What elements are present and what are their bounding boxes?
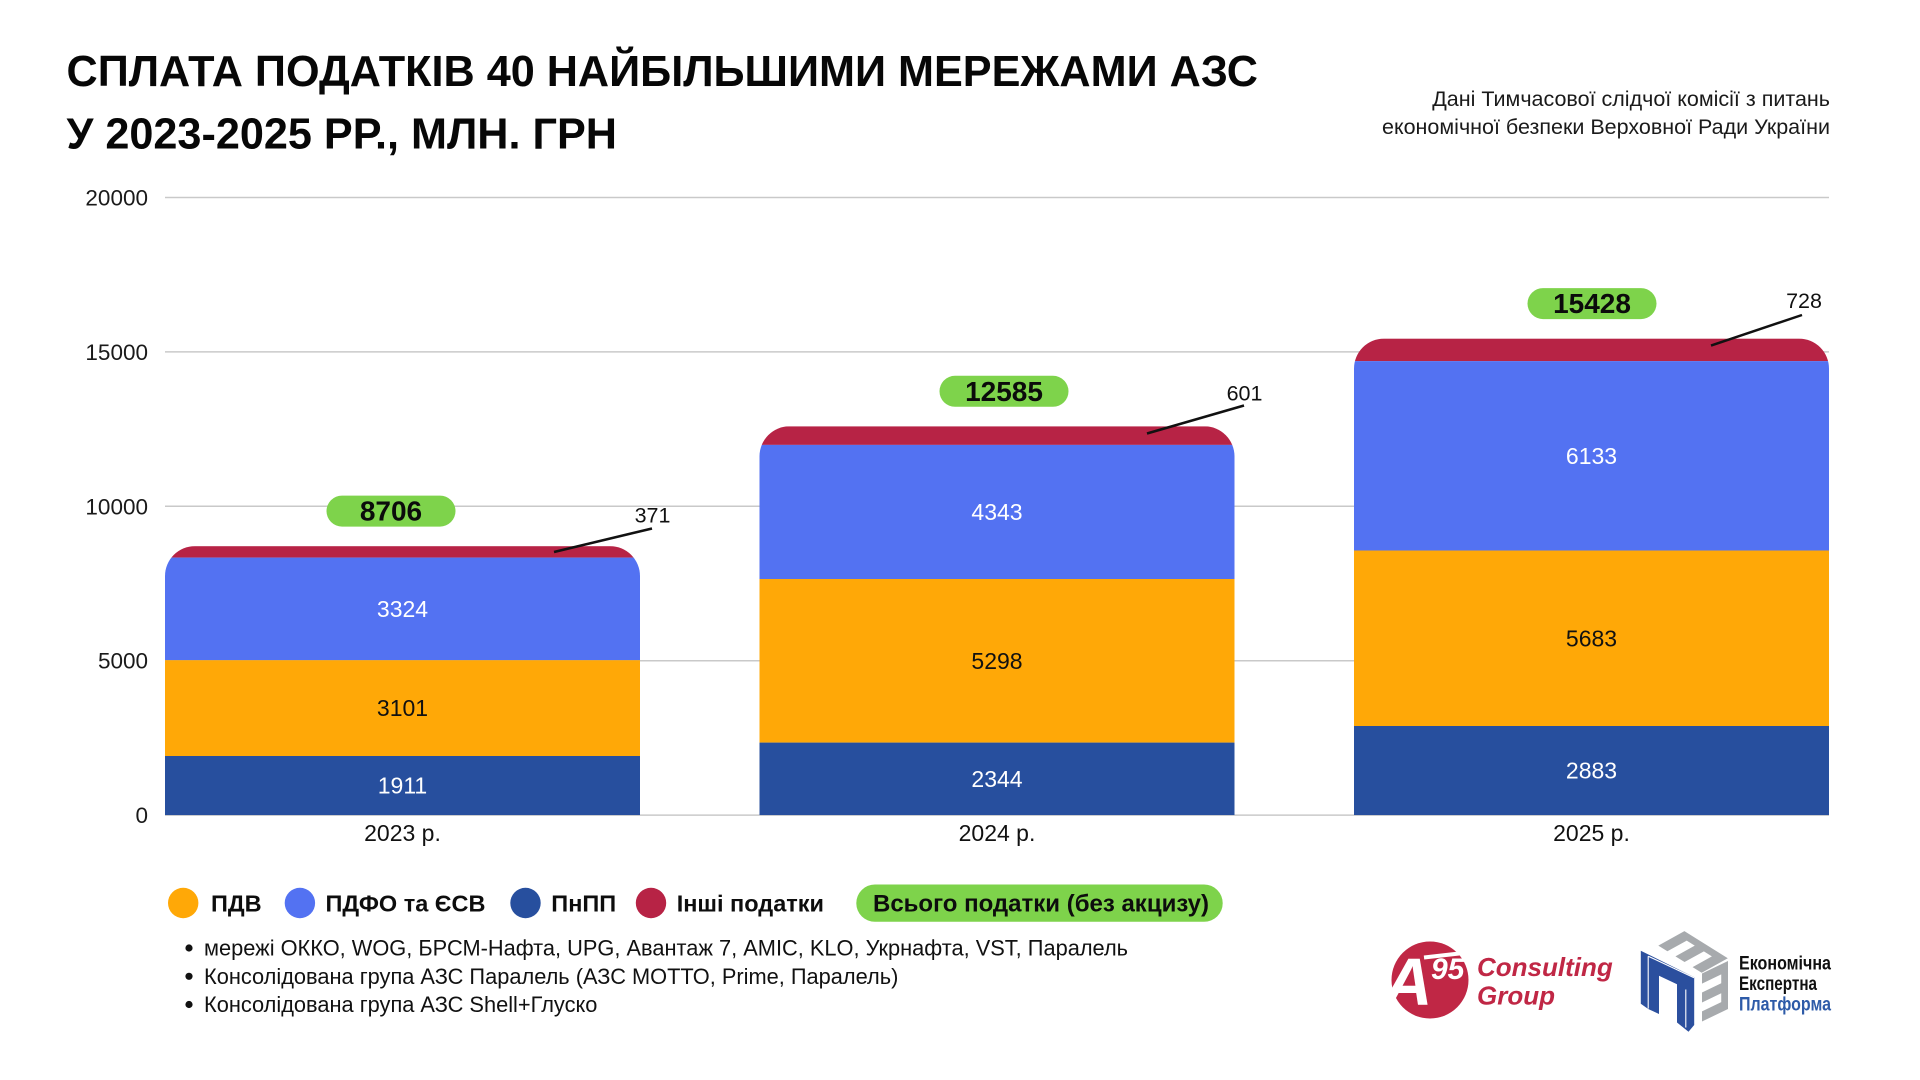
svg-text:Консолідована група АЗС Парале: Консолідована група АЗС Паралель (АЗС МО… [204,964,898,989]
svg-text:0: 0 [135,803,148,828]
svg-text:2024 р.: 2024 р. [959,820,1036,846]
svg-text:економічної безпеки Верховної: економічної безпеки Верховної Ради Украї… [1382,115,1830,139]
svg-text:5000: 5000 [98,649,148,674]
svg-text:6133: 6133 [1566,443,1617,469]
svg-text:А: А [1382,945,1432,1020]
svg-text:3324: 3324 [377,596,428,622]
svg-text:У 2023-2025 РР., МЛН. ГРН: У 2023-2025 РР., МЛН. ГРН [67,111,617,159]
svg-text:СПЛАТА ПОДАТКІВ 40 НАЙБІЛЬШИМИ: СПЛАТА ПОДАТКІВ 40 НАЙБІЛЬШИМИ МЕРЕЖАМИ … [67,47,1259,96]
svg-text:Consulting: Consulting [1477,952,1613,982]
svg-text:8706: 8706 [360,496,422,527]
svg-text:2025 р.: 2025 р. [1553,820,1630,846]
svg-text:4343: 4343 [971,499,1022,525]
svg-text:ПнПП: ПнПП [551,891,616,917]
svg-text:Group: Group [1477,981,1555,1011]
svg-text:Експертна: Експертна [1739,974,1817,995]
svg-text:Економічна: Економічна [1739,953,1831,974]
svg-text:ПДФО та ЄСВ: ПДФО та ЄСВ [326,891,486,917]
svg-text:Дані Тимчасової слідчої комісі: Дані Тимчасової слідчої комісії з питань [1432,87,1830,111]
svg-text:Консолідована група АЗС Shell+: Консолідована група АЗС Shell+Глуско [204,992,597,1017]
svg-text:601: 601 [1227,382,1263,406]
svg-text:Інші податки: Інші податки [677,891,824,917]
svg-text:5683: 5683 [1566,625,1617,651]
svg-text:10000: 10000 [85,494,148,519]
svg-text:мережі ОККО, WOG, БРСМ-Нафта,: мережі ОККО, WOG, БРСМ-Нафта, UPG, Авант… [204,936,1128,961]
svg-text:5298: 5298 [971,648,1022,674]
svg-text:371: 371 [635,504,671,528]
svg-text:3101: 3101 [377,695,428,721]
svg-text:Платформа: Платформа [1739,994,1831,1015]
svg-text:15000: 15000 [85,340,148,365]
svg-text:95: 95 [1431,953,1466,986]
svg-text:Всього податки (без акцизу): Всього податки (без акцизу) [873,891,1209,918]
svg-text:2023 р.: 2023 р. [364,820,441,846]
svg-text:ПДВ: ПДВ [211,891,262,917]
svg-text:2344: 2344 [971,766,1022,792]
svg-text:2883: 2883 [1566,758,1617,784]
svg-text:15428: 15428 [1553,288,1631,319]
svg-text:1911: 1911 [378,773,427,799]
svg-text:12585: 12585 [965,376,1043,407]
svg-text:728: 728 [1786,289,1822,313]
svg-text:20000: 20000 [85,186,148,211]
